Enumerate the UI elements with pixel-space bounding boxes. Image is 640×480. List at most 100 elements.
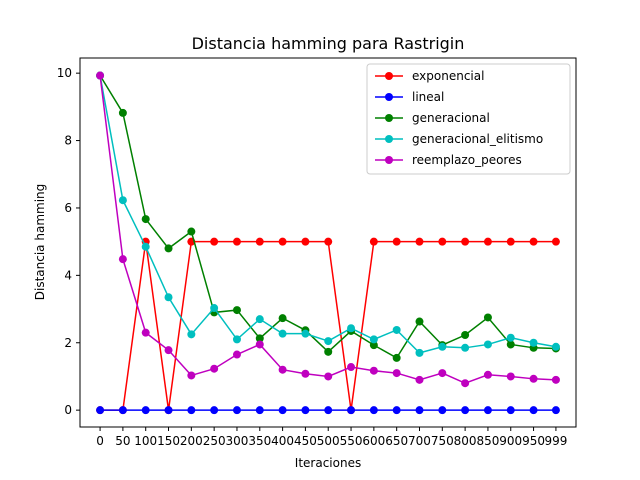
- data-point-generacional_elitismo: [461, 343, 470, 352]
- data-point-exponencial: [438, 237, 447, 246]
- legend: exponencial lineal generacional generaciona…: [366, 63, 571, 175]
- data-point-exponencial: [415, 237, 424, 246]
- data-point-lineal: [187, 406, 196, 415]
- legend-item-exponencial: exponencial: [375, 69, 484, 83]
- x-tick-label: 900: [499, 434, 522, 448]
- x-tick-label: 100: [134, 434, 157, 448]
- data-point-generacional_elitismo: [506, 333, 515, 342]
- y-tick-label: 2: [64, 336, 72, 350]
- x-tick-label: 650: [385, 434, 408, 448]
- data-point-exponencial: [278, 237, 287, 246]
- data-point-lineal: [392, 406, 401, 415]
- legend-item-generacional_elitismo: generacional_elitismo: [375, 132, 543, 146]
- data-point-exponencial: [232, 237, 241, 246]
- data-point-generacional_elitismo: [324, 337, 333, 346]
- data-point-generacional: [118, 108, 127, 117]
- data-point-generacional: [141, 215, 150, 224]
- series-reemplazo_peores: [96, 71, 560, 388]
- data-point-exponencial: [529, 237, 538, 246]
- data-point-lineal: [96, 406, 105, 415]
- data-point-reemplazo_peores: [210, 364, 219, 373]
- data-point-reemplazo_peores: [187, 371, 196, 380]
- data-point-lineal: [369, 406, 378, 415]
- y-tick-label: 6: [64, 201, 72, 215]
- data-point-generacional_elitismo: [438, 342, 447, 351]
- x-tick-label: 50: [115, 434, 130, 448]
- legend-marker-reemplazo_peores: [385, 156, 393, 164]
- data-point-generacional: [278, 314, 287, 323]
- y-tick-label: 8: [64, 134, 72, 148]
- data-point-exponencial: [324, 237, 333, 246]
- data-point-generacional: [164, 244, 173, 253]
- data-point-generacional_elitismo: [392, 325, 401, 334]
- legend-item-lineal: lineal: [375, 90, 444, 104]
- data-point-generacional_elitismo: [232, 335, 241, 344]
- data-point-generacional: [415, 317, 424, 326]
- data-point-reemplazo_peores: [141, 328, 150, 337]
- data-point-lineal: [255, 406, 264, 415]
- data-point-generacional_elitismo: [210, 304, 219, 313]
- data-point-lineal: [164, 406, 173, 415]
- data-point-reemplazo_peores: [164, 346, 173, 355]
- data-point-reemplazo_peores: [301, 369, 310, 378]
- data-point-reemplazo_peores: [324, 372, 333, 381]
- data-point-reemplazo_peores: [232, 350, 241, 359]
- data-point-generacional_elitismo: [187, 330, 196, 339]
- data-point-reemplazo_peores: [392, 369, 401, 378]
- data-point-exponencial: [301, 237, 310, 246]
- x-tick-label: 850: [476, 434, 499, 448]
- data-point-lineal: [529, 406, 538, 415]
- data-point-generacional_elitismo: [255, 315, 264, 324]
- x-tick-label: 950: [522, 434, 545, 448]
- data-point-generacional_elitismo: [164, 293, 173, 302]
- data-point-reemplazo_peores: [438, 369, 447, 378]
- x-tick-label: 550: [340, 434, 363, 448]
- data-point-reemplazo_peores: [278, 365, 287, 374]
- data-point-lineal: [210, 406, 219, 415]
- legend-marker-generacional: [385, 114, 393, 122]
- legend-box: [366, 63, 571, 175]
- data-point-reemplazo_peores: [347, 363, 356, 372]
- data-point-lineal: [506, 406, 515, 415]
- x-tick-label: 450: [294, 434, 317, 448]
- x-tick-label: 600: [362, 434, 385, 448]
- data-point-generacional_elitismo: [347, 324, 356, 333]
- x-tick-label: 400: [271, 434, 294, 448]
- data-point-lineal: [301, 406, 310, 415]
- data-point-exponencial: [483, 237, 492, 246]
- legend-marker-lineal: [385, 93, 393, 101]
- data-point-lineal: [232, 406, 241, 415]
- data-point-generacional_elitismo: [369, 335, 378, 344]
- y-tick-label: 0: [64, 403, 72, 417]
- legend-label: lineal: [412, 90, 444, 104]
- legend-label: generacional_elitismo: [412, 132, 543, 146]
- data-point-lineal: [415, 406, 424, 415]
- x-tick-label: 150: [157, 434, 180, 448]
- data-point-generacional: [324, 347, 333, 356]
- data-point-generacional_elitismo: [278, 329, 287, 338]
- data-point-lineal: [347, 406, 356, 415]
- data-point-lineal: [278, 406, 287, 415]
- x-tick-label: 750: [431, 434, 454, 448]
- data-point-reemplazo_peores: [529, 374, 538, 383]
- data-point-reemplazo_peores: [461, 379, 470, 388]
- chart-title: Distancia hamming para Rastrigin: [192, 34, 465, 53]
- x-tick-label: 250: [203, 434, 226, 448]
- x-tick-label: 700: [408, 434, 431, 448]
- data-point-generacional: [506, 340, 515, 349]
- y-tick-label: 10: [57, 66, 72, 80]
- data-point-reemplazo_peores: [118, 255, 127, 264]
- data-point-generacional: [461, 331, 470, 340]
- x-tick-label: 500: [317, 434, 340, 448]
- data-point-generacional: [255, 334, 264, 343]
- legend-label: exponencial: [412, 69, 484, 83]
- data-point-reemplazo_peores: [506, 372, 515, 381]
- data-point-reemplazo_peores: [415, 375, 424, 384]
- legend-item-reemplazo_peores: reemplazo_peores: [375, 153, 522, 167]
- data-point-generacional_elitismo: [415, 348, 424, 357]
- y-axis: 0 2 4 6 8 10: [57, 66, 80, 417]
- data-point-lineal: [461, 406, 470, 415]
- data-point-generacional_elitismo: [118, 196, 127, 205]
- data-point-generacional: [369, 341, 378, 350]
